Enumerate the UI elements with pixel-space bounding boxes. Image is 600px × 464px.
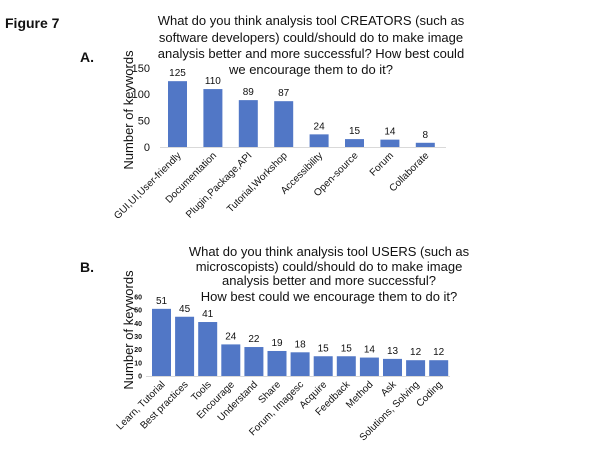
data-label: 125 — [169, 68, 186, 79]
data-label: 14 — [364, 345, 376, 356]
bar — [203, 89, 223, 147]
x-tick-label: Plugin,Package,API — [184, 150, 254, 220]
data-label: 15 — [318, 343, 330, 354]
bar — [244, 347, 264, 376]
bar — [415, 142, 435, 147]
y-axis-label: Number of keywords — [121, 50, 136, 170]
y-tick-label: 30 — [134, 334, 142, 341]
bar — [274, 101, 294, 147]
bar — [221, 344, 241, 376]
bar — [290, 352, 310, 376]
data-label: 89 — [243, 87, 255, 98]
chart-title-line: software developers) could/should do to … — [159, 30, 463, 45]
x-tick-label: Coding — [415, 379, 445, 409]
bar — [429, 360, 449, 376]
chart-b: B. What do you think analysis tool USERS … — [80, 244, 470, 443]
data-label: 12 — [433, 347, 445, 358]
data-label: 18 — [295, 339, 307, 350]
y-tick-label: 0 — [144, 142, 150, 154]
data-label: 51 — [156, 296, 168, 307]
bar — [380, 139, 400, 147]
data-label: 15 — [349, 126, 361, 137]
chart-title-line: analysis better and more successful? How… — [158, 46, 464, 61]
y-tick-label: 100 — [132, 89, 150, 101]
data-label: 15 — [341, 343, 353, 354]
chart-title-line: microscopists) could/should do to make i… — [196, 259, 463, 274]
bar — [336, 356, 356, 376]
bar — [238, 100, 258, 147]
data-label: 24 — [314, 121, 326, 132]
data-label: 87 — [278, 88, 290, 99]
x-tick-label: Tutorial,Workshop — [225, 150, 290, 215]
bar — [175, 316, 195, 376]
bar — [313, 356, 333, 376]
data-label: 24 — [225, 331, 237, 342]
y-tick-label: 40 — [134, 321, 142, 328]
chart-title-line: What do you think analysis tool USERS (s… — [189, 244, 470, 259]
y-axis-label: Number of keywords — [121, 270, 136, 390]
bar — [198, 322, 218, 376]
bar — [309, 134, 329, 147]
data-label: 19 — [271, 338, 283, 349]
data-label: 13 — [387, 346, 399, 357]
panel-label: A. — [80, 49, 94, 65]
y-tick-label: 50 — [138, 116, 150, 128]
y-tick-label: 20 — [134, 347, 142, 354]
x-tick-label: Forum — [368, 150, 396, 178]
data-label: 22 — [248, 334, 260, 345]
chart-title-line: analysis better and more successful? — [222, 273, 436, 288]
panel-label: B. — [80, 259, 94, 275]
bar — [152, 308, 171, 376]
bar — [359, 357, 379, 376]
y-tick-label: 60 — [134, 294, 142, 301]
y-tick-label: 50 — [134, 308, 142, 315]
chart-title-line: How best could we encourage them to do i… — [201, 289, 458, 304]
figure-label: Figure 7 — [5, 15, 60, 31]
y-tick-label: 10 — [134, 360, 142, 367]
data-label: 45 — [179, 304, 191, 315]
data-label: 8 — [423, 130, 429, 141]
bar — [406, 360, 426, 376]
bar — [168, 81, 187, 147]
data-label: 41 — [202, 309, 214, 320]
bar — [345, 139, 364, 147]
y-tick-label: 150 — [132, 63, 150, 75]
y-tick-label: 0 — [138, 373, 142, 380]
chart-a: A. What do you think analysis tool CREATO… — [80, 13, 465, 222]
chart-title-line: we encourage them to do it? — [228, 62, 393, 77]
data-label: 12 — [410, 347, 422, 358]
data-label: 14 — [384, 127, 396, 138]
data-label: 110 — [205, 76, 221, 87]
bar — [383, 358, 402, 376]
chart-title-line: What do you think analysis tool CREATORS… — [158, 13, 465, 28]
bar — [267, 350, 287, 376]
